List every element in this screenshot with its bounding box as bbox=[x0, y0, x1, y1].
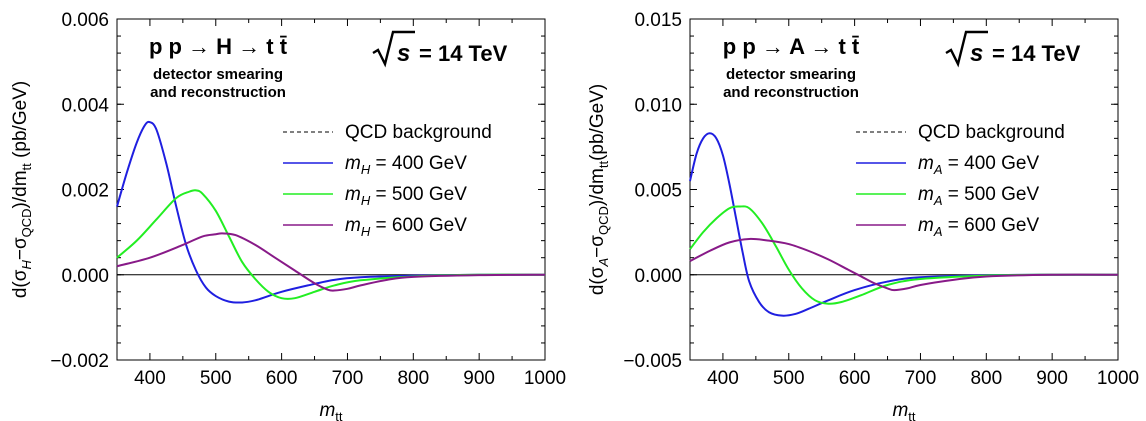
process-title: p p → A → t t̄ bbox=[723, 34, 860, 59]
series-line-500-gev bbox=[116, 189, 546, 300]
y-axis-label: d(σH−σQCD)/dmtt (pb/GeV) bbox=[10, 81, 34, 298]
x-tick-label: 600 bbox=[266, 368, 298, 389]
legend-entry: mA = 400 GeV bbox=[918, 153, 1039, 177]
process-title: p p → H → t t̄ bbox=[149, 34, 288, 59]
y-tick-label: −0.005 bbox=[623, 351, 682, 372]
note-line-2: and reconstruction bbox=[150, 84, 286, 101]
y-tick-label: 0.004 bbox=[61, 95, 109, 116]
sqrt-sign bbox=[945, 30, 988, 68]
x-axis-label: mtt bbox=[892, 400, 915, 421]
energy-symbol: s bbox=[397, 40, 410, 67]
series-line-400-gev bbox=[689, 132, 1119, 317]
note-line-2: and reconstruction bbox=[723, 84, 859, 101]
x-tick-label: 700 bbox=[905, 368, 937, 389]
y-tick-label: −0.002 bbox=[50, 351, 109, 372]
x-tick-label: 600 bbox=[839, 368, 871, 389]
x-tick-label: 500 bbox=[200, 368, 232, 389]
energy-symbol: s bbox=[970, 40, 983, 67]
y-tick-label: 0.000 bbox=[61, 266, 109, 287]
legend-entry: mA = 600 GeV bbox=[918, 215, 1039, 239]
y-tick-label: 0.005 bbox=[634, 181, 682, 202]
y-tick-label: 0.010 bbox=[634, 95, 682, 116]
energy-label: = 14 TeV bbox=[419, 41, 508, 66]
energy-label: = 14 TeV bbox=[992, 41, 1081, 66]
note-line-1: detector smearing bbox=[153, 66, 283, 83]
legend-entry: mH = 400 GeV bbox=[345, 153, 467, 177]
legend-entry: QCD background bbox=[918, 122, 1065, 143]
series-line-500-gev bbox=[689, 205, 1119, 305]
y-axis-label: d(σA−σQCD)/dmtt(pb/GeV) bbox=[587, 84, 611, 295]
x-tick-label: 400 bbox=[134, 368, 166, 389]
series-line-400-gev bbox=[116, 120, 546, 304]
legend-entry: mH = 600 GeV bbox=[345, 215, 467, 239]
legend-entry: mH = 500 GeV bbox=[345, 184, 467, 208]
x-axis-label: mtt bbox=[319, 400, 342, 421]
x-tick-label: 1000 bbox=[1097, 368, 1139, 389]
series-line-600-gev bbox=[116, 232, 546, 292]
x-tick-label: 800 bbox=[970, 368, 1002, 389]
legend-entry: mA = 500 GeV bbox=[918, 184, 1039, 208]
x-tick-label: 900 bbox=[1036, 368, 1068, 389]
x-tick-label: 700 bbox=[332, 368, 364, 389]
sqrt-sign bbox=[372, 30, 415, 68]
note-line-1: detector smearing bbox=[726, 66, 856, 83]
y-tick-label: 0.015 bbox=[634, 10, 682, 31]
series-line-600-gev bbox=[689, 237, 1119, 292]
y-tick-label: 0.006 bbox=[61, 10, 109, 31]
x-tick-label: 1000 bbox=[524, 368, 566, 389]
x-tick-label: 400 bbox=[707, 368, 739, 389]
chart-panel-1: 400 500 600 700 800 900 1000 0.006 0.004 0.002 0.0… bbox=[10, 10, 566, 421]
x-tick-label: 800 bbox=[397, 368, 429, 389]
legend-entry: QCD background bbox=[345, 122, 492, 143]
y-tick-label: 0.000 bbox=[634, 266, 682, 287]
x-tick-label: 900 bbox=[463, 368, 495, 389]
y-tick-label: 0.002 bbox=[61, 181, 109, 202]
x-tick-label: 500 bbox=[773, 368, 805, 389]
chart-panel-2: 400 500 600 700 800 900 1000 0.015 0.010 0.005 0.0… bbox=[587, 10, 1139, 421]
